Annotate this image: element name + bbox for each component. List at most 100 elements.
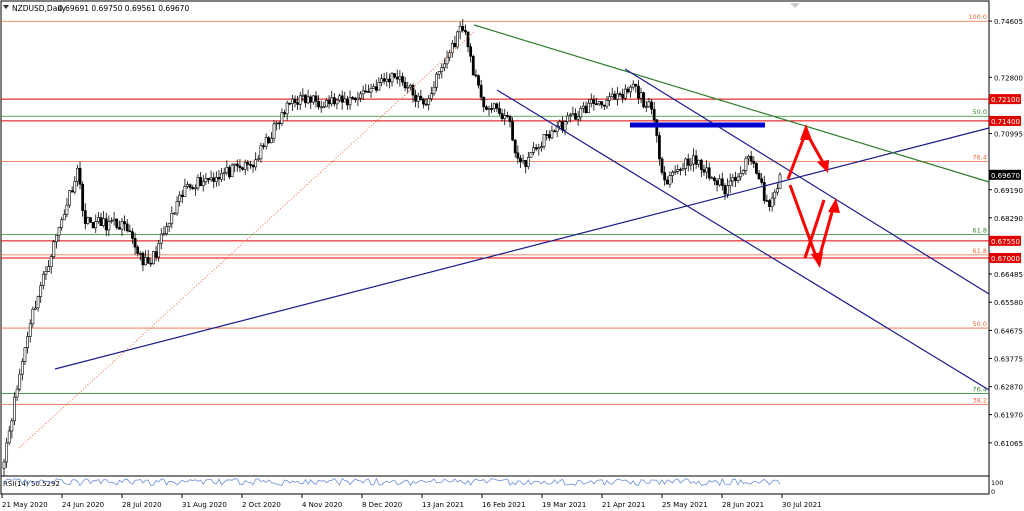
candle-body [723, 185, 727, 195]
candle-body [228, 167, 231, 178]
candle [623, 84, 627, 101]
candle [44, 265, 48, 280]
candle-body [639, 92, 643, 99]
candle [175, 196, 179, 216]
candle [241, 166, 244, 171]
candle-body [618, 93, 622, 96]
candle-body [133, 238, 137, 248]
candle [621, 88, 625, 104]
candle-body [393, 73, 397, 78]
candle [115, 218, 119, 230]
candle [298, 92, 302, 111]
rsi-axis-top: 100 [991, 479, 1003, 487]
candle-body [673, 170, 677, 173]
x-tick-label: 28 Jun 2021 [722, 501, 764, 509]
candle-body [96, 217, 100, 222]
candle [403, 76, 407, 92]
candle-body [162, 233, 166, 235]
candle-body [346, 98, 349, 106]
candle [259, 142, 263, 163]
candle-body [616, 93, 619, 100]
candle [508, 114, 512, 128]
candle [55, 234, 58, 249]
candle [325, 98, 328, 108]
candle [327, 95, 331, 109]
candle-body [524, 160, 528, 168]
x-tick-label: 30 Jul 2021 [782, 501, 822, 509]
candle [317, 95, 320, 110]
y-tick-label: 0.62870 [994, 384, 1023, 392]
candle [524, 160, 528, 174]
candle [141, 251, 145, 272]
symbol-menu-icon[interactable] [3, 5, 9, 9]
candle-body [592, 99, 596, 105]
candle-body [183, 186, 187, 198]
candle-body [110, 220, 113, 222]
y-tick-label: 0.61065 [994, 440, 1023, 448]
candle-body [165, 226, 168, 234]
candle [600, 101, 604, 109]
candle [553, 129, 556, 133]
candle [736, 173, 740, 184]
candle [775, 183, 779, 196]
candle-body [576, 116, 580, 120]
candle [204, 173, 208, 185]
candle [293, 95, 297, 108]
candle-body [123, 221, 126, 225]
candle-body [519, 157, 522, 163]
scroll-indicator-icon[interactable] [790, 3, 800, 8]
candle [692, 148, 695, 172]
candle-body [225, 167, 229, 174]
candle [107, 215, 111, 237]
candle [414, 89, 417, 108]
candle-body [699, 159, 703, 171]
candle-body [13, 396, 16, 422]
candle-body [243, 162, 247, 170]
candle-body [584, 105, 588, 114]
candle-body [76, 167, 79, 182]
candle-body [574, 113, 577, 120]
candle [201, 175, 205, 192]
candle-body [503, 115, 507, 119]
candle-body [487, 108, 491, 110]
candle-body [605, 100, 609, 107]
candle-body [212, 177, 216, 182]
x-tick-label: 25 May 2021 [662, 501, 708, 509]
candle [526, 151, 530, 170]
candle [581, 101, 585, 113]
candle [372, 83, 376, 89]
candle [159, 228, 163, 250]
candle-body [736, 176, 740, 181]
candle [634, 83, 638, 93]
candle [99, 212, 103, 227]
candle-body [490, 108, 494, 110]
candle [760, 173, 764, 185]
candle [235, 159, 239, 172]
candlesticks [2, 18, 782, 476]
candle-body [317, 101, 320, 108]
candle-body [621, 94, 625, 99]
candle-body [757, 172, 761, 180]
candle-body [456, 31, 459, 48]
candle [332, 93, 336, 107]
candle-body [180, 194, 184, 198]
candle-body [86, 217, 90, 224]
candle-body [440, 67, 444, 72]
candle-body [387, 78, 391, 83]
candle [660, 156, 664, 176]
candle-body [20, 361, 24, 375]
candle-body [395, 76, 399, 80]
candle-body [741, 170, 745, 174]
candle-body [311, 95, 315, 103]
candle [443, 58, 446, 72]
y-tick-label: 0.61970 [994, 412, 1023, 420]
candle-body [547, 134, 551, 139]
candle-body [587, 102, 591, 114]
candle-body [597, 101, 601, 105]
candle [705, 160, 708, 179]
candle-body [629, 86, 632, 93]
candle-body [705, 167, 708, 173]
candle [728, 173, 732, 194]
candle [91, 222, 95, 229]
